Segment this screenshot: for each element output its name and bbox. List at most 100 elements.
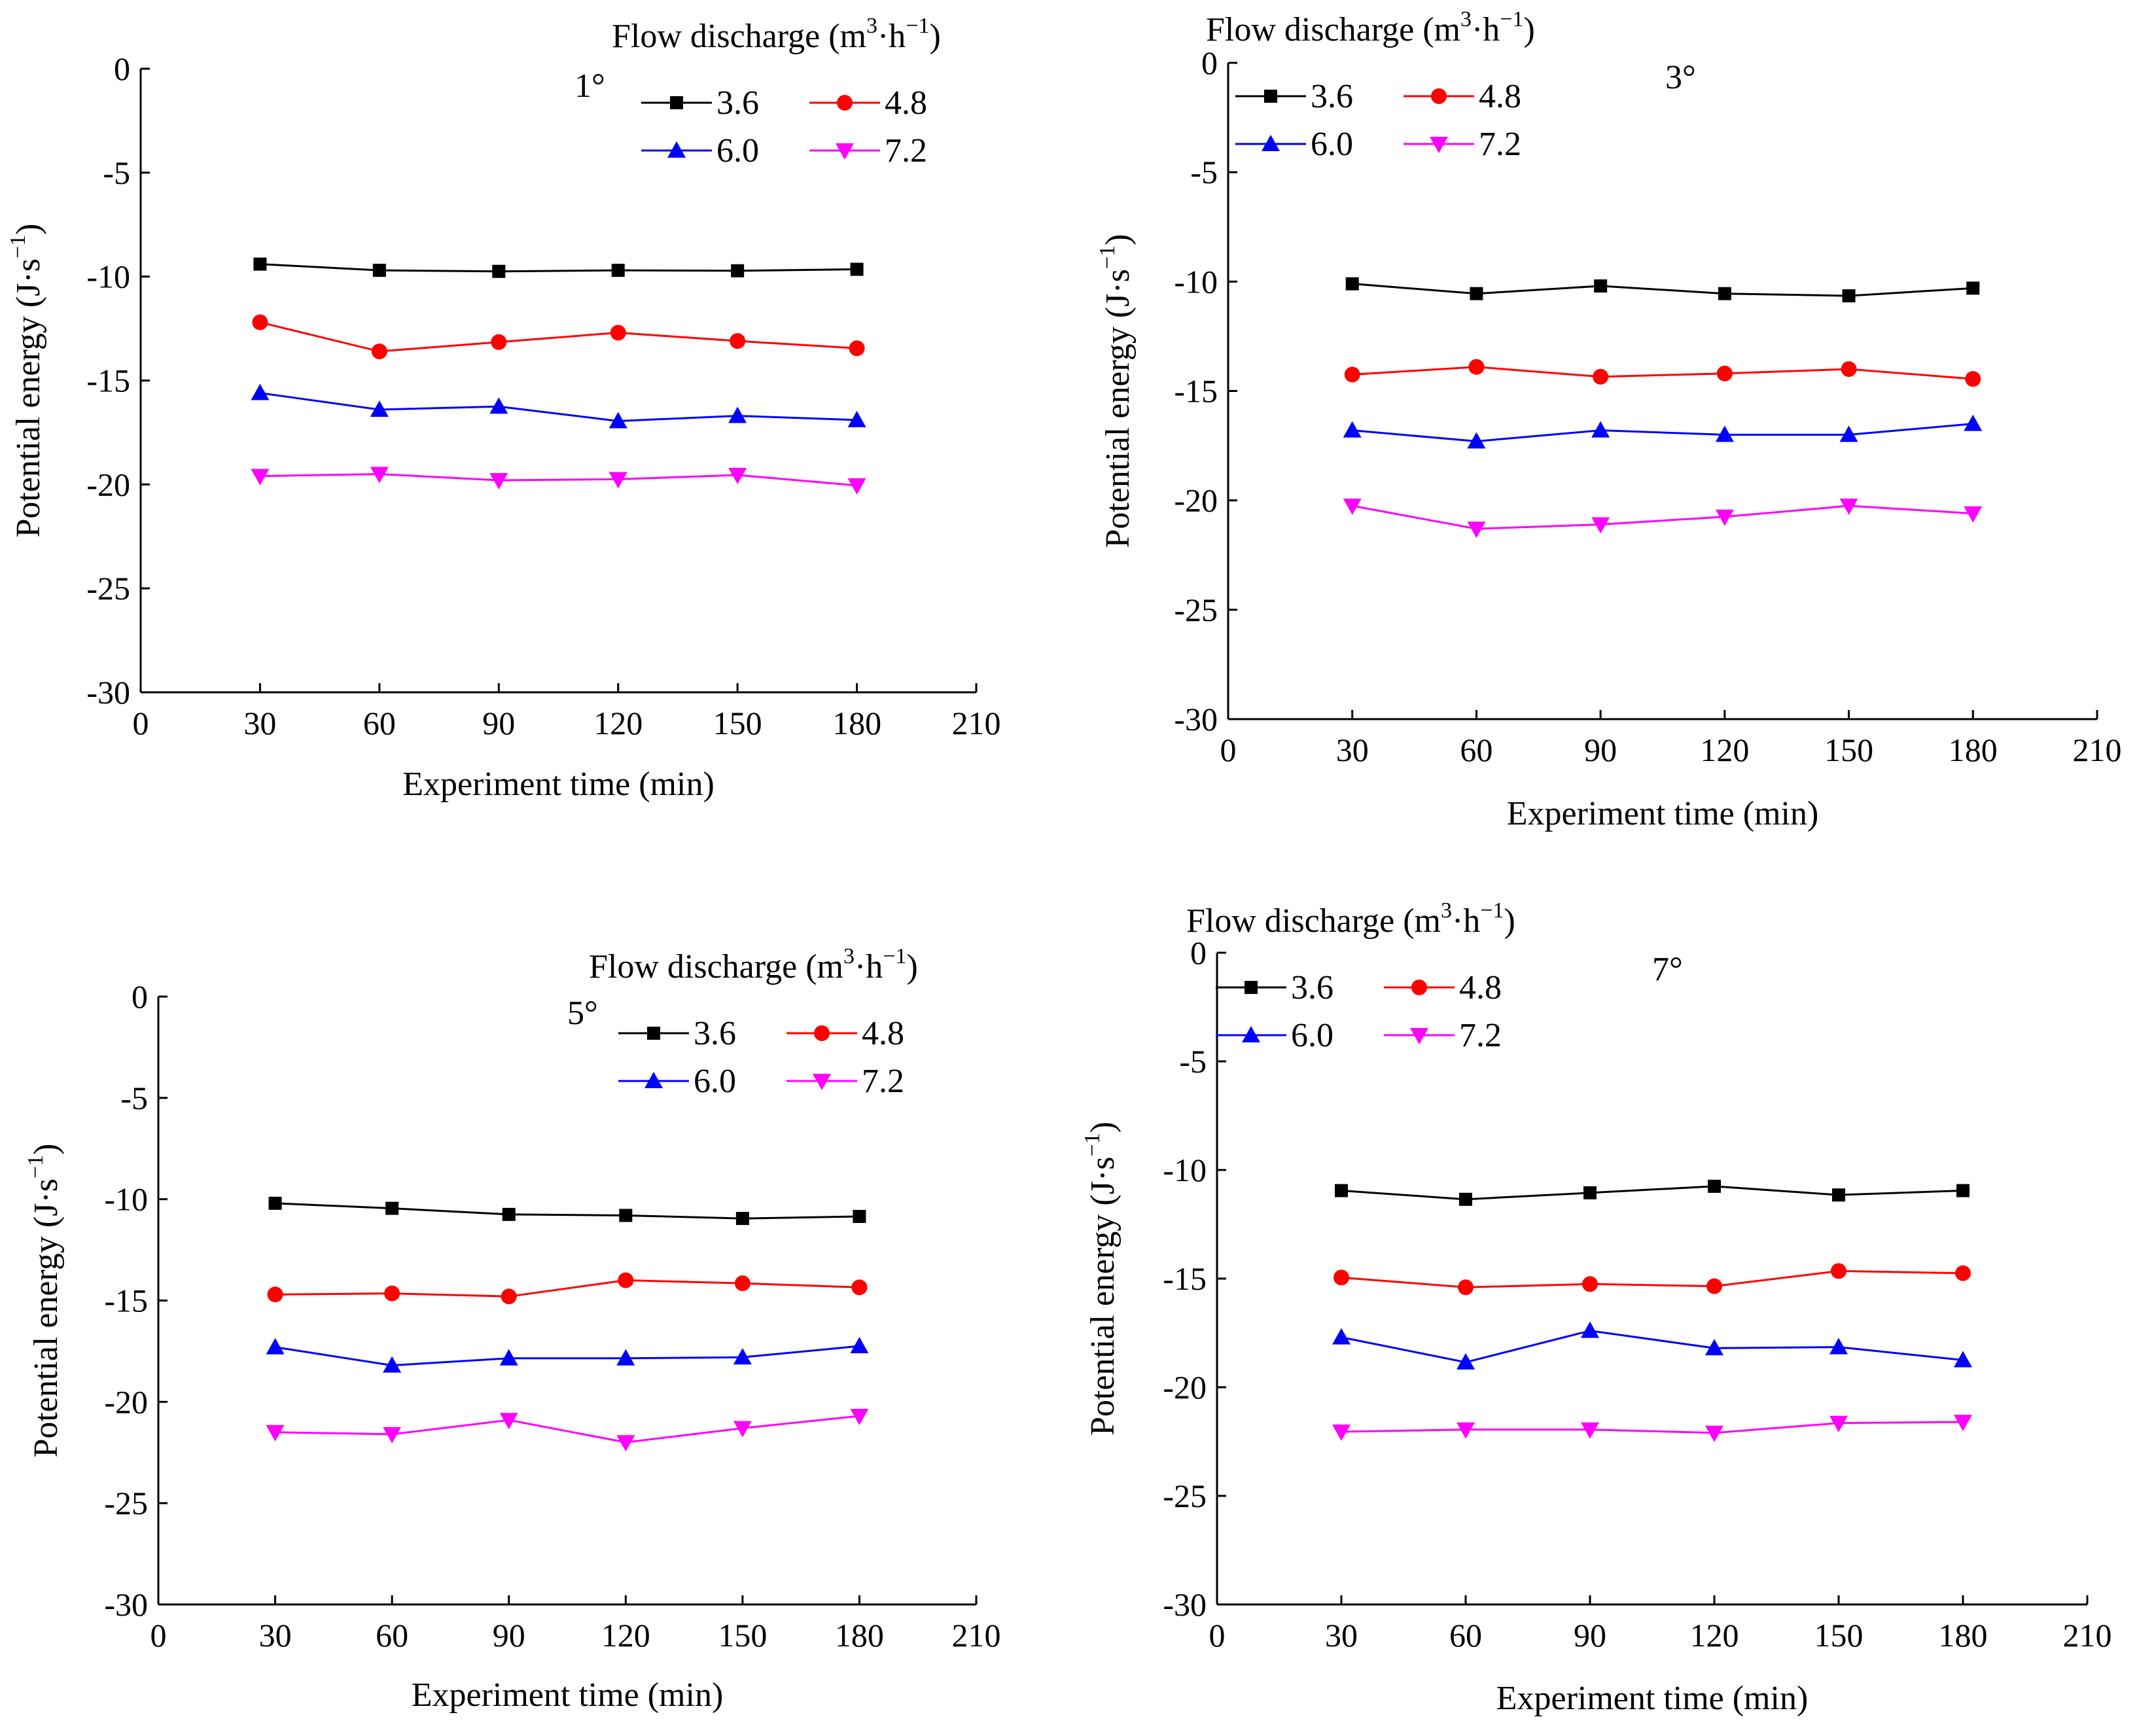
- y-tick-label: -5: [103, 154, 130, 191]
- x-tick-label: 0: [1209, 1617, 1226, 1654]
- data-point: [734, 1275, 751, 1292]
- data-point: [1831, 1263, 1846, 1279]
- legend-title-end: ): [1504, 902, 1515, 940]
- y-axis-title-sup: −1: [1080, 1133, 1104, 1156]
- series-line: [1341, 1330, 1964, 1364]
- data-point: [730, 333, 746, 349]
- y-axis-title-main: Potential energy (J·s: [1084, 1157, 1121, 1436]
- series-line: [275, 1202, 860, 1220]
- legend-label: 4.8: [862, 1015, 904, 1052]
- y-tick-label: -30: [1174, 701, 1218, 737]
- data-point: [735, 1212, 749, 1226]
- legend-marker: [1410, 1028, 1428, 1044]
- series-line: [260, 472, 857, 487]
- series-line: [1341, 1421, 1964, 1434]
- y-tick-label: -15: [104, 1283, 148, 1319]
- legend-label: 3.6: [1311, 78, 1353, 115]
- legend: Flow discharge (m3·h−1) 3.6 4.8 6.0 7.2: [612, 14, 941, 169]
- data-point: [728, 468, 747, 485]
- data-point: [616, 1349, 635, 1366]
- x-tick-label: 150: [1814, 1617, 1863, 1654]
- data-point: [1706, 1278, 1722, 1294]
- data-point: [1468, 359, 1485, 375]
- series-line: [1352, 366, 1973, 380]
- x-tick-label: 0: [1220, 732, 1237, 768]
- y-tick-label: -10: [1163, 1152, 1207, 1188]
- legend-marker: [1242, 1026, 1260, 1042]
- x-tick-label: 180: [832, 705, 881, 741]
- legend-marker: [1245, 981, 1258, 994]
- data-point: [1582, 1276, 1598, 1292]
- y-tick-label: -20: [104, 1383, 148, 1420]
- y-axis-title-end: ): [1084, 1122, 1121, 1133]
- series-line: [1341, 1269, 1964, 1288]
- y-tick-label: -5: [1179, 1043, 1207, 1080]
- legend-title-sup: −1: [883, 944, 906, 968]
- x-tick-label: 0: [150, 1617, 167, 1654]
- legend-title-sup: −1: [1500, 7, 1523, 31]
- y-axis-title-end: ): [1099, 234, 1137, 245]
- y-tick-label: -5: [1190, 154, 1218, 190]
- legend-title-main: Flow discharge (m: [1206, 11, 1460, 48]
- data-point: [372, 264, 386, 277]
- legend-label: 6.0: [716, 132, 759, 169]
- legend-marker: [1264, 90, 1277, 103]
- series-6-0: [251, 383, 866, 429]
- x-tick-label: 150: [1824, 732, 1873, 768]
- legend-entry: 7.2: [1384, 1017, 1502, 1054]
- y-axis-title-sup: −1: [1095, 245, 1120, 269]
- y-axis-title: Potential energy (J·s−1): [6, 223, 47, 537]
- data-point: [491, 334, 507, 350]
- legend-marker: [647, 1027, 660, 1040]
- series-7-2: [1343, 499, 1983, 539]
- legend: Flow discharge (m3·h−1) 3.6 4.8 6.0 7.2: [589, 944, 918, 1100]
- data-point: [266, 1337, 285, 1355]
- legend-label: 6.0: [694, 1063, 736, 1100]
- y-tick-label: -25: [104, 1485, 148, 1521]
- legend-entry: 4.8: [809, 84, 927, 122]
- series-line: [1352, 423, 1973, 442]
- x-tick-label: 30: [259, 1617, 292, 1654]
- legend-title-main: Flow discharge (m: [612, 18, 866, 55]
- legend-entry: 3.6: [1216, 969, 1333, 1006]
- x-tick-label: 90: [482, 705, 515, 741]
- x-axis-title: Experiment time (min): [412, 1676, 724, 1714]
- legend-title-sup: −1: [1480, 898, 1504, 923]
- data-point: [383, 1426, 402, 1444]
- data-point: [1333, 1269, 1349, 1286]
- legend-entry: 7.2: [809, 132, 927, 169]
- chart-panel-3: 0-5-10-15-20-25-300 30 60 90 120 150 180 210Exp…: [24, 944, 1001, 1714]
- series-6-0: [1332, 1321, 1972, 1370]
- data-point: [370, 400, 389, 417]
- y-tick-label: -30: [1163, 1586, 1207, 1623]
- x-axis-title: Experiment time (min): [1496, 1680, 1809, 1717]
- data-point: [253, 257, 267, 271]
- legend-title-mid: ·h: [1472, 11, 1500, 48]
- legend-title-sup: 3: [843, 944, 855, 968]
- x-tick-label: 210: [2073, 732, 2122, 768]
- x-tick-label: 90: [1574, 1617, 1606, 1654]
- data-point: [1965, 371, 1981, 387]
- legend-entry: 6.0: [618, 1063, 736, 1100]
- x-tick-label: 210: [2063, 1617, 2112, 1654]
- x-tick-label: 120: [601, 1617, 650, 1654]
- series-4-8: [252, 314, 865, 360]
- x-tick-label: 120: [1700, 732, 1749, 768]
- series-3-6: [268, 1196, 866, 1226]
- data-point: [489, 472, 508, 489]
- legend-marker: [1431, 88, 1447, 104]
- data-point: [384, 1285, 400, 1302]
- data-point: [616, 1435, 635, 1452]
- legend-label: 7.2: [862, 1063, 904, 1100]
- data-point: [849, 340, 865, 357]
- y-tick-label: -20: [86, 466, 130, 503]
- series-6-0: [266, 1337, 869, 1373]
- data-point: [252, 314, 268, 330]
- data-point: [1345, 277, 1359, 291]
- legend-title: Flow discharge (m3·h−1): [589, 944, 918, 985]
- x-tick-label: 60: [1449, 1617, 1482, 1654]
- data-point: [1591, 517, 1610, 534]
- x-tick-label: 60: [363, 705, 396, 741]
- data-point: [1829, 1415, 1848, 1432]
- data-point: [251, 383, 270, 400]
